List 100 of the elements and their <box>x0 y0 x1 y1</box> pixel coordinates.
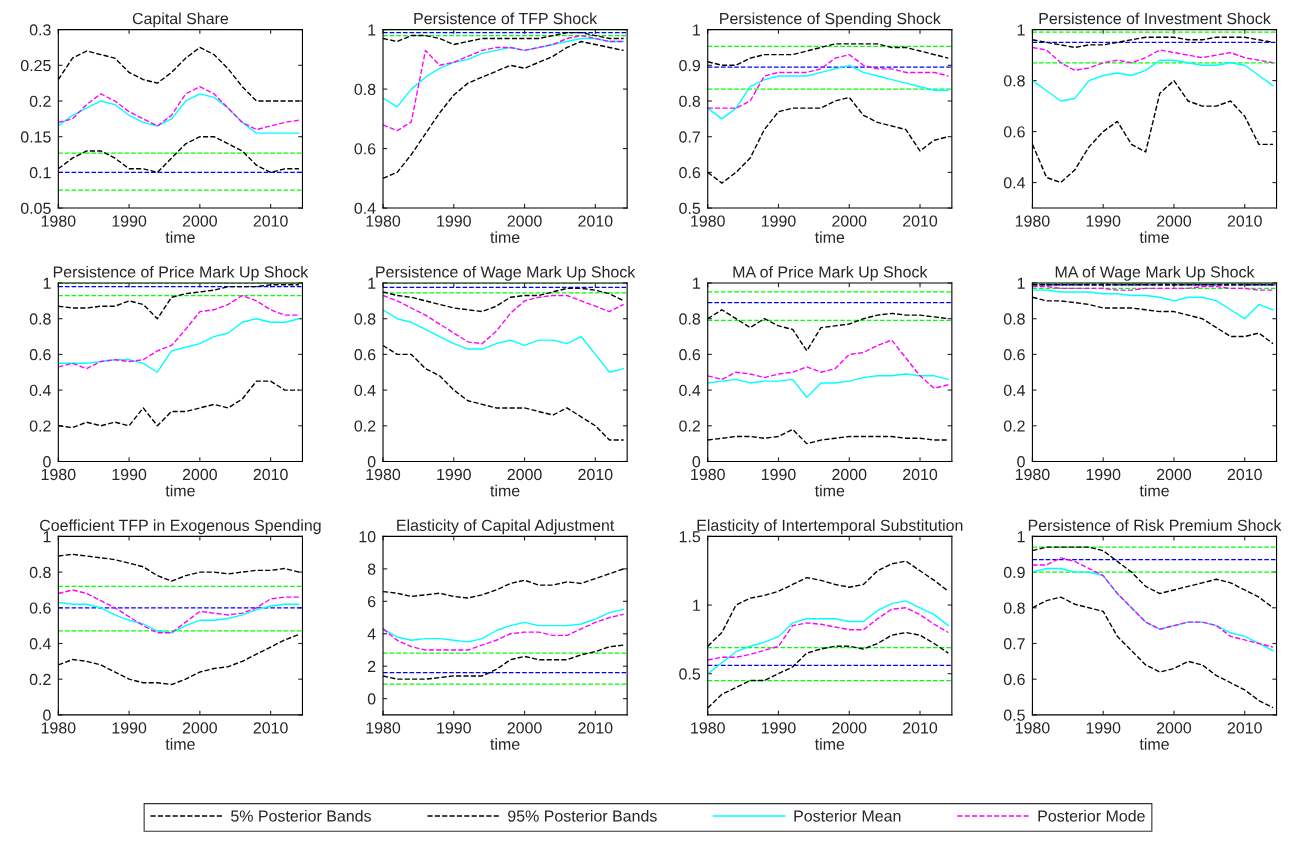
y-tick-label: 10 <box>359 531 376 543</box>
x-tick-label: 1990 <box>1086 722 1121 734</box>
y-tick-label: 0 <box>692 456 701 468</box>
y-tick-label: 0.8 <box>354 83 376 96</box>
y-tick-label: 0.3 <box>29 24 51 36</box>
x-tick-label: 1990 <box>437 215 471 227</box>
x-axis-title: time <box>165 738 195 750</box>
x-tick-label: 2010 <box>903 468 938 481</box>
y-tick-label: 0 <box>43 456 51 468</box>
y-tick-label: 1 <box>368 24 376 36</box>
x-tick-label: 1990 <box>437 722 471 734</box>
y-tick-label: 1 <box>693 277 700 289</box>
x-axis-title: time <box>165 231 195 244</box>
x-tick-label: 1980 <box>366 215 401 227</box>
x-tick-label: 1990 <box>437 468 471 481</box>
chart-title: Persistence of Risk Premium Shock <box>1028 519 1282 532</box>
y-tick-label: 0.15 <box>20 131 51 143</box>
y-tick-label: 1 <box>1017 277 1025 289</box>
x-tick-label: 2000 <box>182 468 217 481</box>
x-tick-label: 1980 <box>366 468 401 481</box>
y-tick-label: 0.1 <box>29 167 51 179</box>
y-tick-label: 0.5 <box>679 202 701 215</box>
x-tick-label: 2010 <box>253 215 288 227</box>
x-axis-title: time <box>1139 738 1169 750</box>
y-tick-label: 0.2 <box>1003 420 1025 432</box>
y-tick-label: 0.4 <box>679 384 701 397</box>
x-axis-title: time <box>490 231 520 244</box>
x-tick-label: 1980 <box>41 215 76 227</box>
x-tick-label: 1980 <box>691 215 725 227</box>
x-tick-label: 2010 <box>578 468 613 481</box>
y-tick-label: 0.2 <box>29 420 51 432</box>
y-tick-label: 0.8 <box>1003 313 1025 325</box>
y-tick-label: 0.6 <box>1003 673 1025 686</box>
x-tick-label: 1980 <box>691 722 725 734</box>
y-tick-label: 6 <box>368 595 376 608</box>
y-tick-label: 0.8 <box>679 95 701 107</box>
chart-title: Persistence of Wage Mark Up Shock <box>376 265 636 281</box>
x-tick-label: 2000 <box>832 215 867 227</box>
x-tick-label: 2010 <box>903 215 938 227</box>
y-tick-label: 0.2 <box>679 420 700 432</box>
y-tick-label: 0.05 <box>20 202 51 215</box>
x-tick-label: 1980 <box>1015 215 1050 227</box>
x-axis-title: time <box>814 231 845 244</box>
y-tick-label: 8 <box>367 563 376 575</box>
y-tick-label: 0.8 <box>354 313 376 325</box>
y-tick-label: 0 <box>367 456 376 468</box>
y-tick-label: 0.8 <box>29 313 51 325</box>
y-tick-label: 0.4 <box>1003 177 1026 189</box>
x-tick-label: 1990 <box>761 468 796 481</box>
x-tick-label: 2010 <box>1227 468 1262 481</box>
y-tick-label: 0.6 <box>354 143 376 155</box>
legend-label: Posterior Mean <box>794 809 901 822</box>
x-tick-label: 1990 <box>112 722 147 734</box>
x-tick-label: 1990 <box>1086 468 1121 481</box>
x-tick-label: 2000 <box>1156 215 1192 227</box>
y-tick-label: 0.7 <box>1003 638 1025 650</box>
x-tick-label: 2010 <box>578 722 613 734</box>
y-tick-label: 0.4 <box>29 384 51 397</box>
y-tick-label: 0.2 <box>29 673 51 686</box>
y-tick-label: 0 <box>43 709 51 721</box>
chart-title: Capital Share <box>132 12 229 28</box>
y-tick-label: 2 <box>368 660 376 672</box>
x-tick-label: 1980 <box>41 468 76 481</box>
chart-title: Persistence of Investment Shock <box>1039 12 1271 25</box>
x-tick-label: 2010 <box>253 722 288 734</box>
y-tick-label: 0.8 <box>1003 602 1025 614</box>
chart-title: Persistence of Price Mark Up Shock <box>53 265 309 281</box>
x-tick-label: 1990 <box>112 215 147 227</box>
y-tick-label: 0.25 <box>20 59 51 72</box>
x-tick-label: 2010 <box>903 722 938 734</box>
y-tick-label: 0.8 <box>1003 75 1025 87</box>
x-axis-title: time <box>1139 231 1169 244</box>
y-tick-label: 0.2 <box>354 420 376 432</box>
y-tick-label: 1 <box>43 277 51 289</box>
legend-label: Posterior Mode <box>1038 809 1145 822</box>
y-tick-label: 0.6 <box>1003 349 1025 361</box>
x-axis-title: time <box>814 484 845 497</box>
x-tick-label: 2000 <box>832 468 867 481</box>
chart-title: Elasticity of Capital Adjustment <box>397 519 615 535</box>
y-tick-label: 4 <box>367 628 376 640</box>
y-tick-label: 0.4 <box>354 384 376 397</box>
x-axis-title: time <box>1139 484 1169 497</box>
y-tick-label: 0.9 <box>1003 566 1025 579</box>
y-tick-label: 0.6 <box>679 167 701 179</box>
y-tick-label: 0.6 <box>29 349 51 361</box>
y-tick-label: 0.4 <box>29 638 51 650</box>
x-tick-label: 2000 <box>182 722 217 734</box>
chart-title: MA of Price Mark Up Shock <box>733 265 928 281</box>
y-tick-label: 0.8 <box>29 566 51 579</box>
y-tick-label: 0 <box>1017 456 1025 468</box>
x-tick-label: 1980 <box>41 722 76 734</box>
y-tick-label: 1 <box>368 277 376 289</box>
y-tick-label: 0.5 <box>679 668 701 680</box>
x-tick-label: 2010 <box>1227 215 1262 227</box>
y-tick-label: 0.6 <box>29 602 51 614</box>
y-tick-label: 1 <box>1017 24 1025 36</box>
y-tick-label: 0.6 <box>354 349 376 361</box>
x-axis-title: time <box>490 738 520 750</box>
x-tick-label: 1980 <box>1015 722 1050 734</box>
y-tick-label: 0.8 <box>679 313 701 325</box>
